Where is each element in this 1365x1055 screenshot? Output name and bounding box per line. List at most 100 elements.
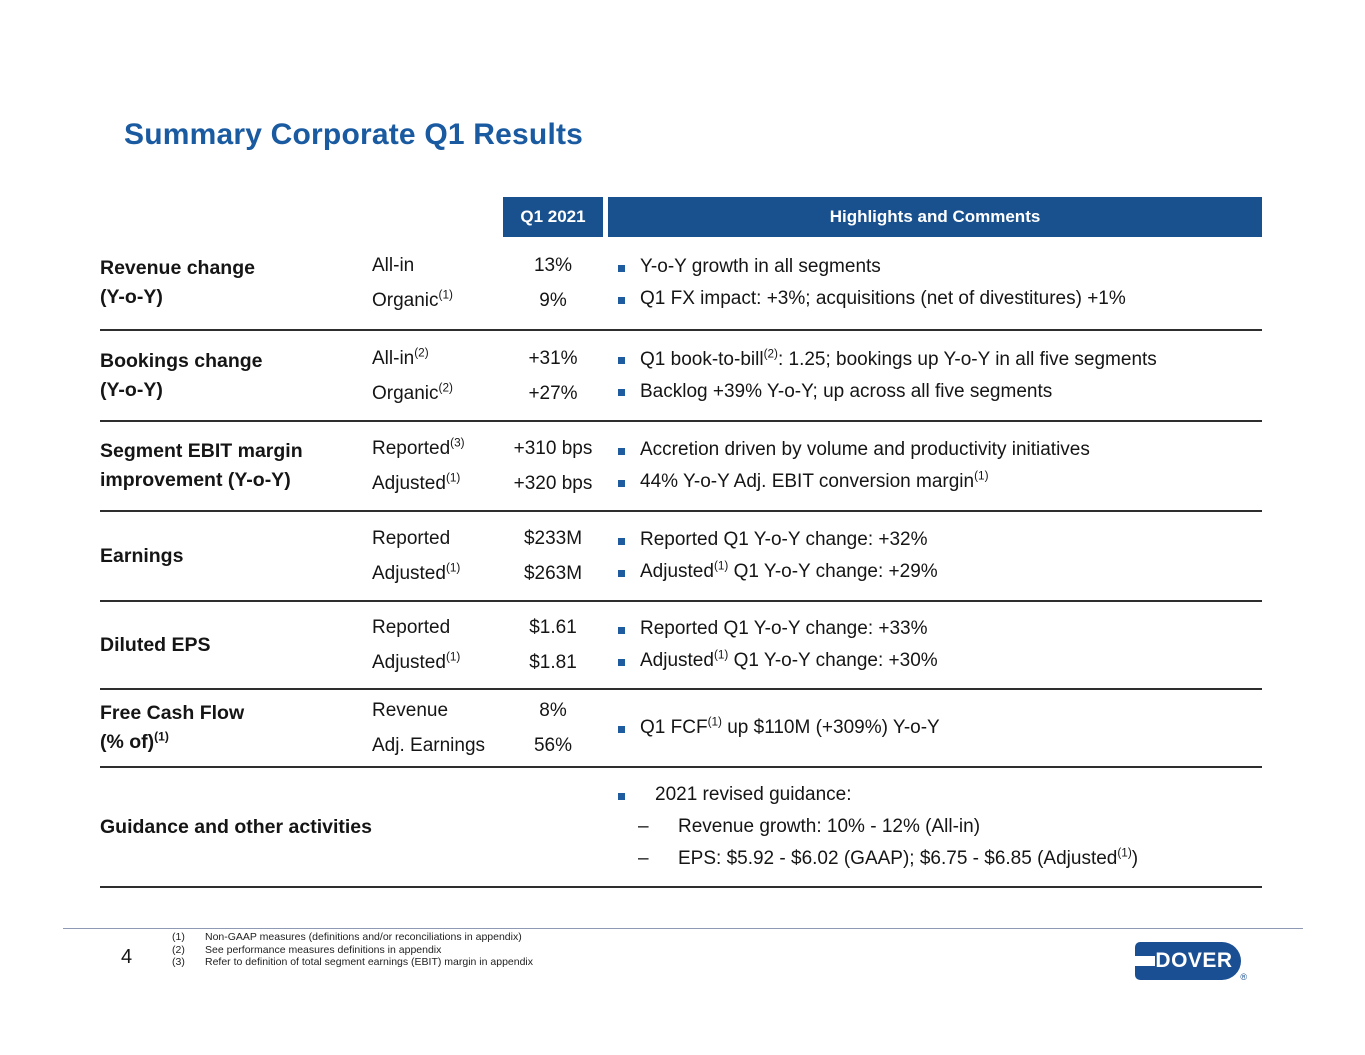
bullet-text: Q1 book-to-bill(2): 1.25; bookings up Y-… <box>640 347 1157 370</box>
bullet-text: Adjusted(1) Q1 Y-o-Y change: +30% <box>640 648 938 671</box>
row-bullets: Reported Q1 Y-o-Y change: +32% Adjusted(1… <box>603 524 1262 588</box>
row-metric-values: +31% +27% <box>503 341 603 411</box>
footer-divider <box>63 928 1303 929</box>
metric-value: $263M <box>523 563 583 584</box>
row-metric-values: +310 bps +320 bps <box>503 431 603 501</box>
metric-value: +27% <box>528 382 578 404</box>
table-header: Q1 2021 Highlights and Comments <box>100 197 1262 237</box>
footnote-line: (3) Refer to definition of total segment … <box>172 956 533 969</box>
metric-value: $1.81 <box>529 652 577 673</box>
bullet-item: Q1 FCF(1) up $110M (+309%) Y-o-Y <box>618 712 1262 744</box>
metric-value: $233M <box>523 528 583 549</box>
sub-bullet-item: – Revenue growth: 10% - 12% (All-in) <box>638 811 1262 843</box>
column-header-q1-2021: Q1 2021 <box>503 197 603 237</box>
results-table: Q1 2021 Highlights and Comments Revenue … <box>100 197 1262 888</box>
bullet-item: Y-o-Y growth in all segments <box>618 251 1262 283</box>
table-row: Revenue change (Y-o-Y) All-in Organic(1) 13%… <box>100 237 1262 331</box>
footnote-text: Refer to definition of total segment ear… <box>205 956 534 968</box>
dover-logo-shape: DOVER <box>1135 942 1241 980</box>
table-row: Earnings Reported Adjusted(1) $233M $263M Rep… <box>100 512 1262 602</box>
bullet-text: Q1 FCF(1) up $110M (+309%) Y-o-Y <box>640 715 940 738</box>
metric-name: All-in(2) <box>372 346 429 369</box>
sub-bullet-text: Revenue growth: 10% - 12% (All-in) <box>678 816 981 837</box>
registered-trademark-icon: ® <box>1240 972 1247 982</box>
bullet-square-icon <box>618 264 625 272</box>
footnote-number: (3) <box>172 956 185 968</box>
bullet-item: Q1 book-to-bill(2): 1.25; bookings up Y-… <box>618 344 1262 376</box>
header-gap <box>603 197 608 237</box>
bullet-item: Q1 FX impact: +3%; acquisitions (net of … <box>618 283 1262 315</box>
bullet-item: Reported Q1 Y-o-Y change: +33% <box>618 613 1262 645</box>
bullet-square-icon <box>618 569 625 577</box>
row-bullets: Q1 FCF(1) up $110M (+309%) Y-o-Y <box>603 712 1262 744</box>
metric-name: Adj. Earnings <box>372 735 486 756</box>
metric-value: +320 bps <box>513 473 593 494</box>
footnote-text: Non-GAAP measures (definitions and/or re… <box>205 931 522 943</box>
bullet-item: Reported Q1 Y-o-Y change: +32% <box>618 524 1262 556</box>
footnote-number: (2) <box>172 943 185 956</box>
metric-name: Adjusted(1) <box>372 471 461 494</box>
row-label: Guidance and other activities <box>100 815 372 838</box>
row-metric-names: Reported Adjusted(1) <box>372 521 503 591</box>
row-label: Segment EBIT margin improvement (Y-o-Y) <box>100 440 303 491</box>
table-row: Diluted EPS Reported Adjusted(1) $1.61 $1.81… <box>100 602 1262 690</box>
bullet-text: 44% Y-o-Y Adj. EBIT conversion margin(1) <box>640 469 989 492</box>
row-bullets: Y-o-Y growth in all segments Q1 FX impact… <box>603 251 1262 315</box>
metric-name: Reported(3) <box>372 436 465 459</box>
row-bullets: Reported Q1 Y-o-Y change: +33% Adjusted(1… <box>603 613 1262 677</box>
bullet-square-icon <box>618 389 625 396</box>
dash-icon: – <box>638 816 649 837</box>
metric-name: Organic(1) <box>372 288 453 311</box>
row-metric-values: 13% 9% <box>503 248 603 318</box>
metric-name: Reported <box>372 617 451 638</box>
bullet-text: Y-o-Y growth in all segments <box>640 256 881 277</box>
metric-value: $1.61 <box>529 617 577 638</box>
sub-bullet-item: – EPS: $5.92 - $6.02 (GAAP); $6.75 - $6.8… <box>638 843 1262 875</box>
bullet-square-icon <box>618 479 625 487</box>
row-metric-names: Reported(3) Adjusted(1) <box>372 431 503 501</box>
metric-name: Revenue <box>372 700 449 721</box>
row-metric-values: 8% 56% <box>503 693 603 763</box>
bullet-text: Accretion driven by volume and productiv… <box>640 439 1090 460</box>
bullet-item: Adjusted(1) Q1 Y-o-Y change: +30% <box>618 645 1262 677</box>
row-label: Diluted EPS <box>100 633 211 656</box>
header-spacer <box>100 197 503 237</box>
bullet-item: Backlog +39% Y-o-Y; up across all five s… <box>618 376 1262 408</box>
bullet-item: 2021 revised guidance: <box>618 779 1262 811</box>
table-row: Free Cash Flow (% of)(1) Revenue Adj. Earni… <box>100 690 1262 768</box>
footnote-number: (1) <box>172 931 185 943</box>
bullet-square-icon <box>618 357 625 364</box>
table-row: Bookings change (Y-o-Y) All-in(2) Organic(2… <box>100 331 1262 422</box>
row-bullets: Q1 book-to-bill(2): 1.25; bookings up Y-… <box>603 344 1262 408</box>
bullet-item: Accretion driven by volume and productiv… <box>618 434 1262 466</box>
bullet-square-icon <box>618 447 625 455</box>
footnote-text: See performance measures definitions in … <box>205 943 442 956</box>
footnote-line: (1) Non-GAAP measures (definitions and/or… <box>172 931 533 944</box>
metric-value: 8% <box>539 700 567 721</box>
bullet-square-icon <box>618 658 625 666</box>
footnote-line: (2) See performance measures definitions … <box>172 944 533 957</box>
metric-value: 13% <box>533 255 573 276</box>
bullet-item: 44% Y-o-Y Adj. EBIT conversion margin(1) <box>618 466 1262 498</box>
dover-logo-notch-icon <box>1135 956 1155 966</box>
row-metric-values: $1.61 $1.81 <box>503 610 603 680</box>
table-body: Revenue change (Y-o-Y) All-in Organic(1) 13%… <box>100 237 1262 888</box>
bullet-text: Reported Q1 Y-o-Y change: +32% <box>640 529 928 550</box>
row-metric-names: Revenue Adj. Earnings <box>372 693 503 763</box>
bullet-text: Q1 FX impact: +3%; acquisitions (net of … <box>640 288 1126 309</box>
row-label: Earnings <box>100 544 184 567</box>
row-bullets: Accretion driven by volume and productiv… <box>603 434 1262 498</box>
metric-name: Reported <box>372 528 451 549</box>
row-metric-values: $233M $263M <box>503 521 603 591</box>
page-title: Summary Corporate Q1 Results <box>124 118 584 151</box>
table-row: Guidance and other activities 2021 revise… <box>100 768 1262 888</box>
bullet-square-icon <box>618 296 625 304</box>
footnotes: (1) Non-GAAP measures (definitions and/or… <box>172 931 533 969</box>
metric-name: Adjusted(1) <box>372 561 461 584</box>
bullet-text: Backlog +39% Y-o-Y; up across all five s… <box>640 380 1053 402</box>
table-row: Segment EBIT margin improvement (Y-o-Y) Re… <box>100 422 1262 512</box>
metric-name: All-in <box>372 255 415 276</box>
metric-value: +31% <box>528 347 578 369</box>
dash-icon: – <box>638 848 649 869</box>
